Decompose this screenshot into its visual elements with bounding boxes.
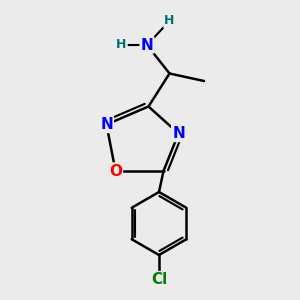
Text: H: H (164, 14, 175, 28)
Text: H: H (116, 38, 127, 52)
Text: N: N (141, 38, 153, 52)
Text: N: N (172, 126, 185, 141)
Text: Cl: Cl (151, 272, 167, 287)
Text: O: O (109, 164, 122, 178)
Text: N: N (100, 117, 113, 132)
